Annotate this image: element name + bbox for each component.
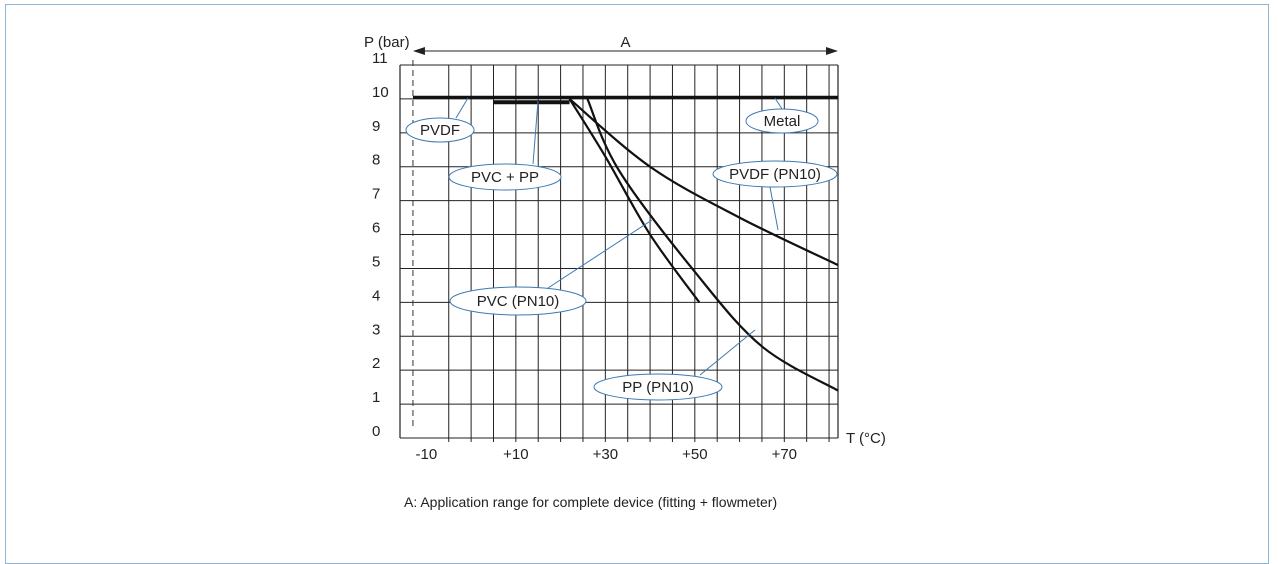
callout-bubble [449,286,587,316]
callout-leader [532,100,539,165]
series-pvc-pn10- [568,98,701,304]
callout-bubble [405,117,475,143]
curves [412,95,839,392]
y-tick-label: 6 [372,220,380,237]
x-tick-label: +30 [593,446,618,463]
callout-label: PVDF [420,122,460,139]
series-pvdf-pn10- [568,98,839,267]
callout-label: Metal [764,113,801,130]
x-axis-label: T (°C) [846,430,886,447]
y-tick-label: 4 [372,287,380,304]
range-label: A [620,34,630,51]
y-tick-label: 0 [372,423,380,440]
range-arrow-left [412,47,425,55]
chart: PVDF PVC + PP Metal PVDF (PN10) PVC (PN10) PP… [364,34,886,463]
callout-leader [455,97,469,119]
labels: 0 1 2 3 4 5 6 7 8 9 10 11 -10 +10 +30 +50 +70 P (bar) T (°… [364,34,886,463]
callout-bubble [745,108,819,134]
callout-label: PVDF (PN10) [729,166,821,183]
y-tick-label: 2 [372,355,380,372]
range-arrow-right [826,47,838,55]
x-tick-label: +50 [682,446,707,463]
y-tick-label: 9 [372,118,380,135]
callout-label: PVC + PP [471,169,539,186]
callouts: PVDF PVC + PP Metal PVDF (PN10) PVC (PN10) PP… [405,97,838,401]
callout-bubble [448,163,562,191]
y-tick-label: 5 [372,253,380,270]
callout-label: PVC (PN10) [477,293,560,310]
callout-bubble [593,373,723,401]
callout-leader [774,97,783,110]
x-tick-label: +10 [503,446,528,463]
y-tick-label: 8 [372,152,380,169]
series-pp-pn10- [586,98,839,392]
x-tick-label: -10 [416,446,438,463]
callout-leader [699,329,756,376]
chart-caption: A: Application range for complete device… [404,494,778,510]
y-tick-label: 11 [372,50,388,67]
callout-leader [547,219,653,289]
y-tick-label: 3 [372,321,380,338]
x-tick-label: +70 [772,446,797,463]
y-tick-label: 10 [372,84,389,101]
callout-leader [769,186,779,231]
y-axis-label: P (bar) [364,34,410,51]
y-tick-label: 1 [372,389,380,406]
callout-bubble [712,160,838,188]
callout-label: PP (PN10) [622,379,693,396]
y-tick-label: 7 [372,186,380,203]
